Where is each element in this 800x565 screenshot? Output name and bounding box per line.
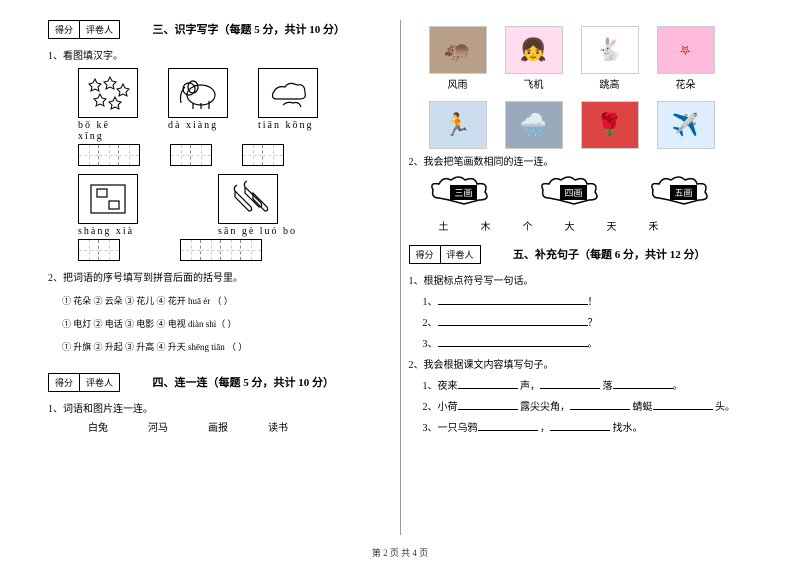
- jump-thumb: 🏃: [429, 101, 487, 149]
- grader-label-4: 评卷人: [80, 374, 119, 391]
- right-column: 🦛 👧 🐇 🌸 风雨 飞机 跳高 花朵 🏃 🌧️ 🌹 ✈️ 2、我会把笔画数相同…: [401, 20, 761, 535]
- label-3: 跳高: [581, 76, 639, 91]
- q4-2: 2、我会把笔画数相同的连一连。: [409, 153, 753, 168]
- pinyin-row-1: bō kē xīng dà xiàng tiān kōng: [78, 120, 392, 142]
- char-5: 天: [607, 218, 617, 233]
- char-4: 大: [565, 218, 575, 233]
- stars-image: [78, 68, 138, 118]
- carrot-image: [218, 174, 278, 224]
- grid-row-2: [78, 239, 392, 261]
- char-grid-4[interactable]: [78, 239, 120, 261]
- sent-2: 2、小荷 露尖尖角， 蜻蜓 头。: [423, 398, 753, 413]
- word-4: 读书: [268, 419, 288, 434]
- word-3: 画报: [208, 419, 228, 434]
- blank-2[interactable]: [438, 316, 588, 326]
- page: 得分 评卷人 三、识字写字（每题 5 分，共计 10 分） 1、看图填汉字。: [0, 0, 800, 545]
- word-1: 白兔: [88, 419, 108, 434]
- score-box: 得分 评卷人: [48, 20, 120, 39]
- rose-thumb: 🌹: [581, 101, 639, 149]
- sky-image: [258, 68, 318, 118]
- char-2: 木: [481, 218, 491, 233]
- q3-1: 1、看图填汉字。: [48, 47, 392, 62]
- q3-2: 2、把词语的序号填写到拼音后面的括号里。: [48, 269, 392, 284]
- grid-row-1: [78, 144, 392, 166]
- char-grid-2[interactable]: [170, 144, 212, 166]
- label-4: 花朵: [657, 76, 715, 91]
- fill-1: 1、！: [423, 293, 753, 308]
- sent-3: 3、一只乌鸦 ， 找水。: [423, 419, 753, 434]
- char-grid-5[interactable]: [180, 239, 262, 261]
- blank-1[interactable]: [438, 295, 588, 305]
- label-2: 飞机: [505, 76, 563, 91]
- score-box-5: 得分 评卷人: [409, 245, 481, 264]
- image-row-1: [78, 68, 392, 118]
- pinyin-row-2: shàng xià sān gè luó bo: [78, 226, 392, 237]
- thumb-row-2: 🏃 🌧️ 🌹 ✈️: [429, 101, 753, 149]
- q5-1: 1、根据标点符号写一句话。: [409, 272, 753, 287]
- opt-3: ① 升旗 ② 升起 ③ 升高 ④ 升天 shēng tiān （ ）: [62, 340, 392, 353]
- blank-3[interactable]: [438, 337, 588, 347]
- score-label: 得分: [49, 21, 80, 38]
- opt-2: ① 电灯 ② 电话 ③ 电影 ④ 电视 diàn shì（ ）: [62, 317, 392, 330]
- left-column: 得分 评卷人 三、识字写字（每题 5 分，共计 10 分） 1、看图填汉字。: [40, 20, 401, 535]
- label-1: 风雨: [429, 76, 487, 91]
- char-grid-3[interactable]: [242, 144, 284, 166]
- plane-thumb: ✈️: [657, 101, 715, 149]
- char-row: 土 木 个 大 天 禾: [439, 218, 753, 233]
- hippo-thumb: 🦛: [429, 26, 487, 74]
- score-box-4: 得分 评卷人: [48, 373, 120, 392]
- girl-thumb: 👧: [505, 26, 563, 74]
- section-3-title: 三、识字写字（每题 5 分，共计 10 分）: [153, 21, 346, 37]
- section-5-title: 五、补充句子（每题 6 分，共计 12 分）: [513, 246, 706, 262]
- char-grid-1[interactable]: [78, 144, 140, 166]
- char-3: 个: [523, 218, 533, 233]
- flower-row: 三画 四画 五画: [429, 174, 753, 210]
- q4-1: 1、词语和图片连一连。: [48, 400, 392, 415]
- pinyin-5: sān gè luó bo: [218, 226, 308, 237]
- pinyin-2: dà xiàng: [168, 120, 228, 142]
- flower-thumb: 🌸: [657, 26, 715, 74]
- section-4-title: 四、连一连（每题 5 分，共计 10 分）: [153, 374, 335, 390]
- pinyin-1: bō kē xīng: [78, 120, 138, 142]
- elephant-image: [168, 68, 228, 118]
- char-6: 禾: [649, 218, 659, 233]
- rain-thumb: 🌧️: [505, 101, 563, 149]
- grader-label-5: 评卷人: [441, 246, 480, 263]
- thumb-row-1: 🦛 👧 🐇 🌸: [429, 26, 753, 74]
- sent-1: 1、夜来 声， 落。: [423, 377, 753, 392]
- word-row: 白兔 河马 画报 读书: [88, 419, 392, 434]
- page-footer: 第 2 页 共 4 页: [0, 546, 800, 559]
- flower-4: 四画: [539, 174, 609, 210]
- q5-2: 2、我会根据课文内容填写句子。: [409, 356, 753, 371]
- image-row-2: [78, 174, 392, 224]
- pinyin-3: tiān kōng: [258, 120, 318, 142]
- score-label-4: 得分: [49, 374, 80, 391]
- flower-3: 三画: [429, 174, 499, 210]
- grader-label: 评卷人: [80, 21, 119, 38]
- thumb-labels-1: 风雨 飞机 跳高 花朵: [429, 76, 753, 91]
- score-label-5: 得分: [410, 246, 441, 263]
- flower-5: 五画: [649, 174, 719, 210]
- fill-2: 2、？: [423, 314, 753, 329]
- updown-image: [78, 174, 138, 224]
- rabbit-thumb: 🐇: [581, 26, 639, 74]
- char-1: 土: [439, 218, 449, 233]
- fill-3: 3、。: [423, 335, 753, 350]
- word-2: 河马: [148, 419, 168, 434]
- pinyin-4: shàng xià: [78, 226, 138, 237]
- opt-1: ① 花朵 ② 云朵 ③ 花儿 ④ 花开 huā ér （ ）: [62, 294, 392, 307]
